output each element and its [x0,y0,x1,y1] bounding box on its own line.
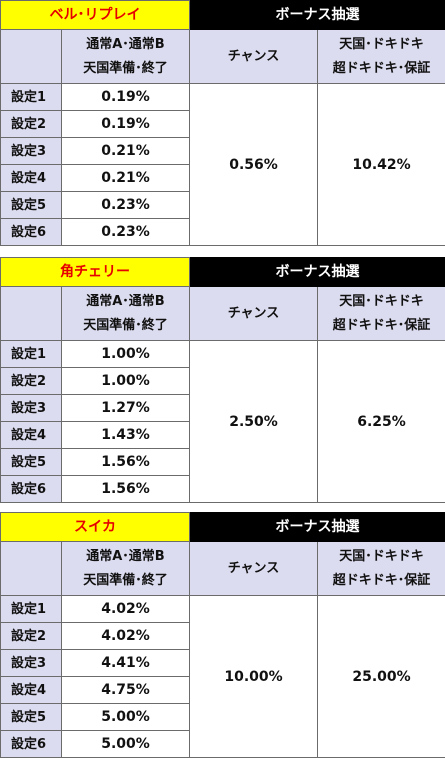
tengoku-probability: 6.25% [318,341,445,503]
normal-probability: 5.00% [62,704,190,731]
chance-header: チャンス [190,542,318,596]
setting-label: 設定3 [1,395,62,422]
setting-label: 設定3 [1,650,62,677]
setting-label: 設定4 [1,165,62,192]
header-blank-cell [1,30,62,84]
setting-label: 設定6 [1,476,62,503]
normal-mode-header: 通常A･通常B 天国準備･終了 [62,30,190,84]
tengoku-header: 天国･ドキドキ 超ドキドキ･保証 [318,30,445,84]
header-blank-cell [1,287,62,341]
setting-label: 設定1 [1,596,62,623]
normal-probability: 1.56% [62,449,190,476]
chance-probability: 2.50% [190,341,318,503]
normal-probability: 1.43% [62,422,190,449]
normal-probability: 4.02% [62,623,190,650]
table-title: 角チェリー [1,258,190,287]
normal-probability: 0.19% [62,84,190,111]
chance-header: チャンス [190,287,318,341]
table-row: 設定1 0.19% 0.56% 10.42% [1,84,445,111]
table-row: 設定1 1.00% 2.50% 6.25% [1,341,445,368]
setting-label: 設定5 [1,192,62,219]
chance-probability: 10.00% [190,596,318,758]
setting-label: 設定1 [1,341,62,368]
normal-probability: 4.75% [62,677,190,704]
table-row: 設定1 4.02% 10.00% 25.00% [1,596,445,623]
setting-label: 設定4 [1,422,62,449]
tengoku-header: 天国･ドキドキ 超ドキドキ･保証 [318,542,445,596]
normal-probability: 4.02% [62,596,190,623]
header-blank-cell [1,542,62,596]
setting-label: 設定6 [1,731,62,758]
suika-table: スイカ ボーナス抽選 通常A･通常B 天国準備･終了 チャンス 天国･ドキドキ … [0,512,445,758]
normal-probability: 4.41% [62,650,190,677]
normal-probability: 0.23% [62,192,190,219]
normal-probability: 1.27% [62,395,190,422]
setting-label: 設定3 [1,138,62,165]
normal-probability: 0.21% [62,165,190,192]
chance-probability: 0.56% [190,84,318,246]
bell-replay-table: ベル･リプレイ ボーナス抽選 通常A･通常B 天国準備･終了 チャンス 天国･ド… [0,0,445,246]
bonus-lottery-header: ボーナス抽選 [190,258,445,287]
normal-probability: 0.23% [62,219,190,246]
setting-label: 設定2 [1,623,62,650]
bonus-lottery-header: ボーナス抽選 [190,513,445,542]
setting-label: 設定1 [1,84,62,111]
table-title: ベル･リプレイ [1,1,190,30]
tengoku-probability: 25.00% [318,596,445,758]
normal-probability: 5.00% [62,731,190,758]
setting-label: 設定5 [1,704,62,731]
normal-probability: 0.19% [62,111,190,138]
setting-label: 設定5 [1,449,62,476]
normal-mode-header: 通常A･通常B 天国準備･終了 [62,287,190,341]
tengoku-header: 天国･ドキドキ 超ドキドキ･保証 [318,287,445,341]
normal-mode-header: 通常A･通常B 天国準備･終了 [62,542,190,596]
kado-cherry-table: 角チェリー ボーナス抽選 通常A･通常B 天国準備･終了 チャンス 天国･ドキド… [0,257,445,503]
normal-probability: 1.56% [62,476,190,503]
setting-label: 設定2 [1,111,62,138]
normal-probability: 1.00% [62,368,190,395]
normal-probability: 1.00% [62,341,190,368]
normal-probability: 0.21% [62,138,190,165]
setting-label: 設定2 [1,368,62,395]
setting-label: 設定6 [1,219,62,246]
setting-label: 設定4 [1,677,62,704]
table-title: スイカ [1,513,190,542]
bonus-lottery-header: ボーナス抽選 [190,1,445,30]
chance-header: チャンス [190,30,318,84]
tengoku-probability: 10.42% [318,84,445,246]
